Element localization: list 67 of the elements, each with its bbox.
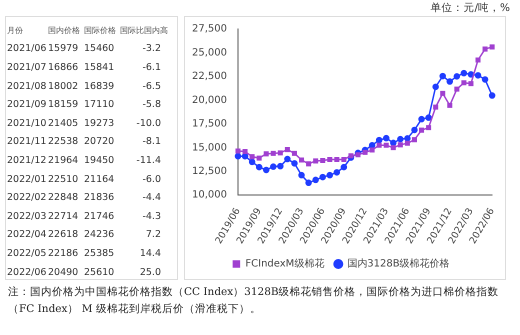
data-label: 24236 bbox=[83, 228, 116, 242]
data-label: 15460 bbox=[83, 42, 116, 56]
y-tick-label: 17,500 bbox=[192, 118, 227, 130]
data-label: 21836 bbox=[83, 191, 116, 206]
text: 注：国内价格为中国棉花价格指数（CC Index）3128B级棉花销售价格，国际价格为进口棉价格指数（FC Index） M 级棉花到岸税后价（滑准税下）。 bbox=[8, 285, 500, 317]
data-label: 25385 bbox=[83, 246, 116, 261]
category-label: 2022/06 bbox=[6, 266, 47, 280]
data-label: 14.4 bbox=[138, 246, 162, 261]
data-label: 18002 bbox=[47, 80, 80, 94]
data-label: -10.0 bbox=[135, 116, 162, 131]
legend-label: 国内3128B级棉花价格 bbox=[347, 258, 450, 270]
data-label: -5.8 bbox=[141, 98, 162, 112]
data-label: -8.1 bbox=[141, 135, 162, 150]
data-label: 15979 bbox=[47, 42, 80, 56]
data-label: 21746 bbox=[83, 210, 116, 224]
text: 单位：元/吨，% bbox=[430, 1, 510, 15]
data-label: 22510 bbox=[47, 172, 80, 187]
data-label: 20490 bbox=[47, 266, 80, 280]
data-label: 15841 bbox=[83, 60, 116, 75]
data-label: -3.2 bbox=[141, 42, 162, 56]
data-label: 22186 bbox=[47, 246, 80, 261]
category-label: 2021/07 bbox=[6, 60, 47, 75]
text: 国内价格 bbox=[47, 24, 81, 37]
category-label: 2022/01 bbox=[6, 172, 47, 187]
y-tick-label: 25,000 bbox=[192, 47, 227, 58]
data-label: 19450 bbox=[83, 154, 116, 168]
category-label: 2021/11 bbox=[6, 135, 47, 150]
legend-label: FCIndexM级棉花 bbox=[245, 258, 324, 270]
y-tick-label: 10,000 bbox=[192, 190, 227, 201]
data-label: -11.4 bbox=[135, 154, 162, 168]
data-label: -4.3 bbox=[141, 210, 162, 224]
y-tick-label: 27,500 bbox=[192, 24, 227, 35]
category-label: 2021/09 bbox=[6, 98, 47, 112]
data-label: 16866 bbox=[47, 60, 80, 75]
y-tick-label: 20,000 bbox=[192, 94, 227, 106]
data-label: 7.2 bbox=[144, 228, 162, 242]
data-label: 19273 bbox=[83, 116, 116, 131]
data-label: 22714 bbox=[47, 210, 80, 224]
data-label: 18159 bbox=[47, 98, 80, 112]
category-label: 2021/06 bbox=[6, 42, 47, 56]
data-label: 25610 bbox=[83, 266, 116, 280]
data-label: -6.1 bbox=[141, 60, 162, 75]
text: 月份 bbox=[6, 24, 24, 37]
y-tick-label: 15,000 bbox=[192, 142, 227, 154]
y-tick-label: 22,500 bbox=[192, 71, 227, 82]
category-label: 2022/02 bbox=[6, 191, 47, 206]
data-label: -6.0 bbox=[141, 172, 162, 187]
data-label: 21405 bbox=[47, 116, 80, 131]
category-label: 2022/05 bbox=[6, 246, 47, 261]
category-label: 2021/10 bbox=[6, 116, 47, 131]
category-label: 2022/04 bbox=[6, 228, 47, 242]
data-label: 20720 bbox=[83, 135, 116, 150]
data-label: 25.0 bbox=[138, 266, 162, 280]
category-label: 2021/12 bbox=[6, 154, 47, 168]
data-label: -4.4 bbox=[141, 191, 162, 206]
data-label: 16839 bbox=[83, 80, 116, 94]
category-label: 2021/08 bbox=[6, 80, 47, 94]
data-label: -6.5 bbox=[141, 80, 162, 94]
text: 国际价格 bbox=[83, 24, 117, 37]
data-label: 22848 bbox=[47, 191, 80, 206]
y-tick-label: 12,500 bbox=[192, 166, 227, 177]
data-label: 22538 bbox=[47, 135, 80, 150]
text: 国际比国内高 bbox=[119, 24, 169, 37]
data-label: 21964 bbox=[47, 154, 80, 168]
data-label: 22618 bbox=[47, 228, 80, 242]
data-label: 21164 bbox=[83, 172, 116, 187]
data-label: 17110 bbox=[83, 98, 116, 112]
